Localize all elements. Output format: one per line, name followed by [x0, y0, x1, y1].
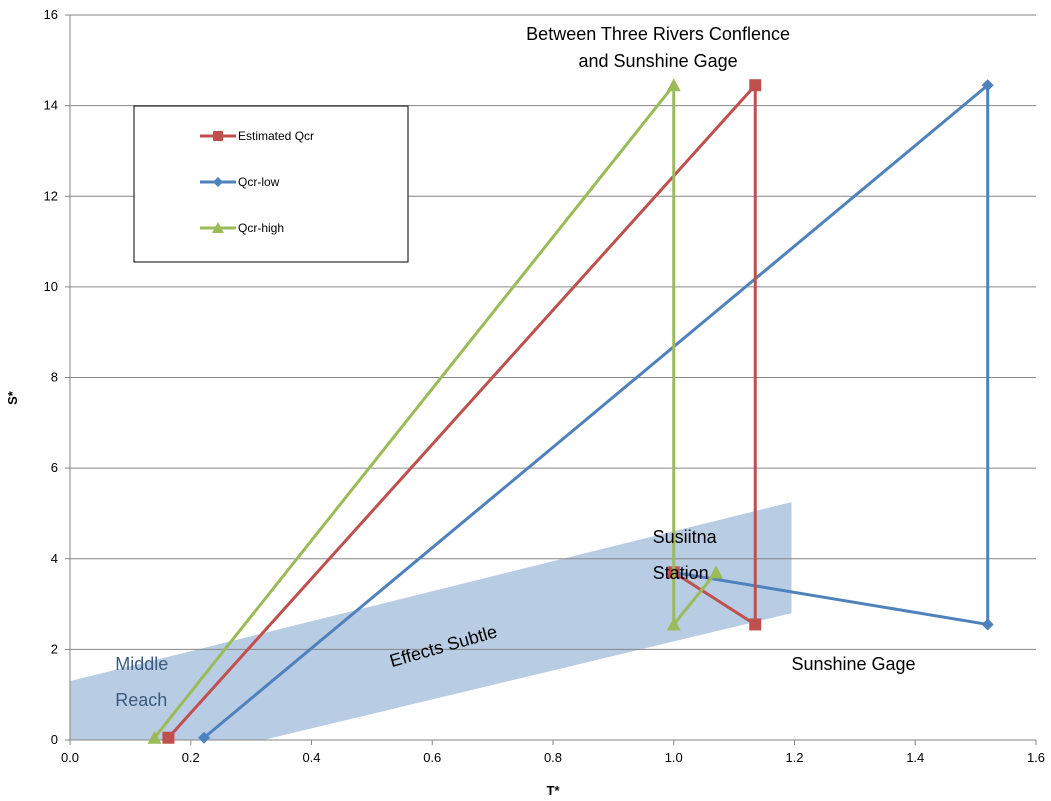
x-tick-label-1.0: 1.0 — [665, 750, 683, 765]
y-tick-label-12: 12 — [44, 188, 58, 203]
x-tick-label-1.4: 1.4 — [906, 750, 924, 765]
y-axis-label: S* — [5, 390, 20, 405]
x-tick-label-1.2: 1.2 — [785, 750, 803, 765]
x-tick-label-0.8: 0.8 — [544, 750, 562, 765]
annotation-5: Middle — [115, 654, 168, 674]
legend-box — [133, 105, 409, 263]
annotation-6: Reach — [115, 690, 167, 710]
series-estimated-qcr — [162, 79, 762, 744]
legend-label-estimated-qcr: Estimated Qcr — [238, 129, 314, 143]
annotation-3: Station — [653, 563, 709, 583]
axis-layer: 0 2 4 6 8 10 12 14 16 0.0 0.2 0.4 0.6 0.8 1.0 1.2 1.4 1.6 — [44, 7, 1046, 765]
series-line-estimated-qcr — [167, 83, 757, 739]
x-tick-label-0.6: 0.6 — [423, 750, 441, 765]
series-qcr-low — [198, 79, 994, 744]
series-layer — [147, 78, 994, 744]
data-point-estimated-qcr-0 — [162, 731, 175, 744]
x-tick-label-1.6: 1.6 — [1027, 750, 1045, 765]
data-point-qcr-high-3 — [709, 565, 724, 579]
data-point-qcr-low-1 — [981, 79, 994, 92]
legend-marker-qcr-low — [213, 177, 223, 187]
annotation-4: Sunshine Gage — [791, 654, 915, 674]
x-tick-label-0.2: 0.2 — [182, 750, 200, 765]
legend-marker-estimated-qcr — [213, 131, 223, 141]
y-tick-label-4: 4 — [51, 551, 58, 566]
effects-subtle-band — [70, 502, 792, 740]
y-tick-label-8: 8 — [51, 370, 58, 385]
effects-band-layer — [70, 502, 792, 740]
annotation-0: Between Three Rivers Conflence — [526, 24, 790, 44]
data-point-estimated-qcr-1 — [749, 79, 762, 92]
data-point-qcr-low-2 — [981, 618, 994, 631]
series-line-qcr-low — [203, 83, 990, 739]
annotation-1: and Sunshine Gage — [579, 51, 738, 71]
series-line-qcr-high — [153, 83, 718, 739]
x-tick-label-0.4: 0.4 — [302, 750, 320, 765]
y-tick-label-16: 16 — [44, 7, 58, 22]
legend-label-qcr-low: Qcr-low — [238, 175, 280, 189]
data-point-qcr-high-1 — [666, 78, 681, 92]
legend-label-qcr-high: Qcr-high — [238, 221, 284, 235]
y-tick-label-0: 0 — [51, 732, 58, 747]
x-axis-label: T* — [547, 783, 561, 798]
y-tick-label-6: 6 — [51, 460, 58, 475]
series-qcr-high — [147, 78, 724, 744]
data-point-qcr-high-2 — [666, 617, 681, 631]
y-tick-label-10: 10 — [44, 279, 58, 294]
data-point-qcr-high-0 — [147, 730, 162, 744]
data-point-estimated-qcr-2 — [749, 618, 762, 631]
legend-marker-qcr-high — [212, 222, 224, 233]
annotation-2: Susiitna — [653, 527, 718, 547]
x-tick-label-0.0: 0.0 — [61, 750, 79, 765]
data-point-qcr-low-0 — [198, 731, 211, 744]
y-tick-label-2: 2 — [51, 641, 58, 656]
y-tick-label-14: 14 — [44, 98, 58, 113]
legend: Estimated Qcr Qcr-low Qcr-high — [133, 105, 409, 263]
